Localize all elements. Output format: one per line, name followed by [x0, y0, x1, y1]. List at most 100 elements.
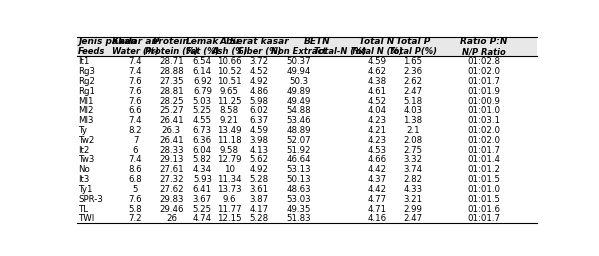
Text: 6.54: 6.54 — [193, 57, 212, 66]
Text: 7.2: 7.2 — [129, 214, 143, 223]
Text: 5: 5 — [133, 185, 138, 194]
Text: 01:02.0: 01:02.0 — [467, 67, 500, 76]
Text: 01:02.0: 01:02.0 — [467, 126, 500, 135]
Text: 4.42: 4.42 — [367, 165, 386, 174]
Text: 5.28: 5.28 — [250, 214, 269, 223]
Text: 3.67: 3.67 — [193, 195, 212, 204]
Text: Rg3: Rg3 — [78, 67, 96, 76]
Text: 4.92: 4.92 — [250, 165, 269, 174]
Text: Non Extract: Non Extract — [271, 47, 326, 56]
Text: 4.59: 4.59 — [250, 126, 269, 135]
Text: Total N: Total N — [359, 37, 395, 46]
Text: 4.92: 4.92 — [250, 77, 269, 86]
Text: 10: 10 — [224, 165, 235, 174]
Text: 1.65: 1.65 — [403, 57, 422, 66]
Text: Serat kasar: Serat kasar — [230, 37, 289, 46]
Text: 7.6: 7.6 — [129, 87, 143, 96]
Text: 28.88: 28.88 — [159, 67, 184, 76]
Text: 9.6: 9.6 — [223, 195, 236, 204]
Text: N/P Ratio: N/P Ratio — [462, 47, 506, 56]
Text: 3.87: 3.87 — [250, 195, 269, 204]
Text: 7.4: 7.4 — [129, 57, 143, 66]
Text: Tw3: Tw3 — [78, 155, 95, 164]
Text: 6.92: 6.92 — [193, 77, 212, 86]
Text: Fat (%): Fat (%) — [186, 47, 219, 56]
Text: 2.47: 2.47 — [403, 214, 422, 223]
Text: 3.21: 3.21 — [403, 195, 422, 204]
Text: 5.25: 5.25 — [193, 106, 212, 115]
Text: 6.02: 6.02 — [250, 106, 269, 115]
Text: SPR-3: SPR-3 — [78, 195, 104, 204]
Text: 10.52: 10.52 — [217, 67, 241, 76]
Text: 51.92: 51.92 — [286, 146, 311, 155]
Text: 7.6: 7.6 — [129, 77, 143, 86]
Text: 6.36: 6.36 — [193, 136, 212, 145]
Text: 3.61: 3.61 — [250, 185, 269, 194]
Text: 1.38: 1.38 — [403, 116, 422, 125]
Text: Rg2: Rg2 — [78, 77, 96, 86]
Text: 26.41: 26.41 — [159, 116, 184, 125]
Text: 4.16: 4.16 — [367, 214, 386, 223]
Text: 4.52: 4.52 — [367, 97, 386, 106]
Text: 01:01.6: 01:01.6 — [467, 205, 500, 214]
Text: 10.51: 10.51 — [217, 77, 241, 86]
Text: 5.25: 5.25 — [193, 205, 212, 214]
Text: Total N (%): Total N (%) — [351, 47, 403, 56]
Text: 9.65: 9.65 — [220, 87, 239, 96]
Text: 4.77: 4.77 — [367, 195, 386, 204]
Text: Kadar air: Kadar air — [112, 37, 159, 46]
Text: 4.71: 4.71 — [367, 205, 386, 214]
Text: 2.75: 2.75 — [403, 146, 422, 155]
Text: MI1: MI1 — [78, 97, 94, 106]
Text: 01:01.9: 01:01.9 — [467, 87, 500, 96]
Text: MI2: MI2 — [78, 106, 94, 115]
Text: 01:01.7: 01:01.7 — [467, 77, 500, 86]
Text: 50.13: 50.13 — [286, 175, 311, 184]
Text: 6.37: 6.37 — [250, 116, 269, 125]
Text: 4.52: 4.52 — [250, 67, 269, 76]
Text: 6.79: 6.79 — [193, 87, 212, 96]
Text: 6.73: 6.73 — [193, 126, 212, 135]
Text: 11.25: 11.25 — [217, 97, 241, 106]
Text: 2.99: 2.99 — [403, 205, 422, 214]
Text: 01:01.0: 01:01.0 — [467, 185, 500, 194]
Text: 12.79: 12.79 — [217, 155, 241, 164]
Text: 11.77: 11.77 — [217, 205, 241, 214]
Text: It1: It1 — [78, 57, 90, 66]
Text: 27.32: 27.32 — [159, 175, 184, 184]
Text: 26.3: 26.3 — [162, 126, 181, 135]
Text: 28.25: 28.25 — [159, 97, 184, 106]
Text: 4.42: 4.42 — [367, 185, 386, 194]
Text: 3.74: 3.74 — [403, 165, 422, 174]
Text: 6.41: 6.41 — [193, 185, 212, 194]
Text: Ty1: Ty1 — [78, 185, 93, 194]
Text: Fiber (%): Fiber (%) — [237, 47, 281, 56]
Text: 5.62: 5.62 — [250, 155, 269, 164]
Text: 2.47: 2.47 — [403, 87, 422, 96]
Text: 9.58: 9.58 — [220, 146, 239, 155]
Text: Ratio P:N: Ratio P:N — [460, 37, 507, 46]
Text: 6.6: 6.6 — [129, 106, 143, 115]
Text: 5.82: 5.82 — [193, 155, 212, 164]
Text: 01:00.9: 01:00.9 — [467, 97, 500, 106]
Text: 29.83: 29.83 — [159, 195, 184, 204]
Text: 28.81: 28.81 — [159, 87, 184, 96]
Text: Water (%): Water (%) — [112, 47, 159, 56]
Text: Abu: Abu — [219, 37, 239, 46]
Text: Total P: Total P — [395, 37, 430, 46]
Text: 29.46: 29.46 — [159, 205, 184, 214]
Text: 27.61: 27.61 — [159, 165, 184, 174]
Text: 11.34: 11.34 — [217, 175, 241, 184]
Text: 01:02.0: 01:02.0 — [467, 136, 500, 145]
Text: 2.62: 2.62 — [403, 77, 422, 86]
Text: 7: 7 — [133, 136, 138, 145]
Text: 4.13: 4.13 — [250, 146, 269, 155]
Text: 28.71: 28.71 — [159, 57, 184, 66]
Text: Jenis pakan: Jenis pakan — [78, 37, 137, 46]
Text: 7.4: 7.4 — [129, 67, 143, 76]
Text: 53.46: 53.46 — [286, 116, 311, 125]
Text: TL: TL — [78, 205, 89, 214]
Text: Feeds: Feeds — [78, 47, 105, 56]
Text: 13.73: 13.73 — [217, 185, 241, 194]
Text: 28.33: 28.33 — [159, 146, 184, 155]
